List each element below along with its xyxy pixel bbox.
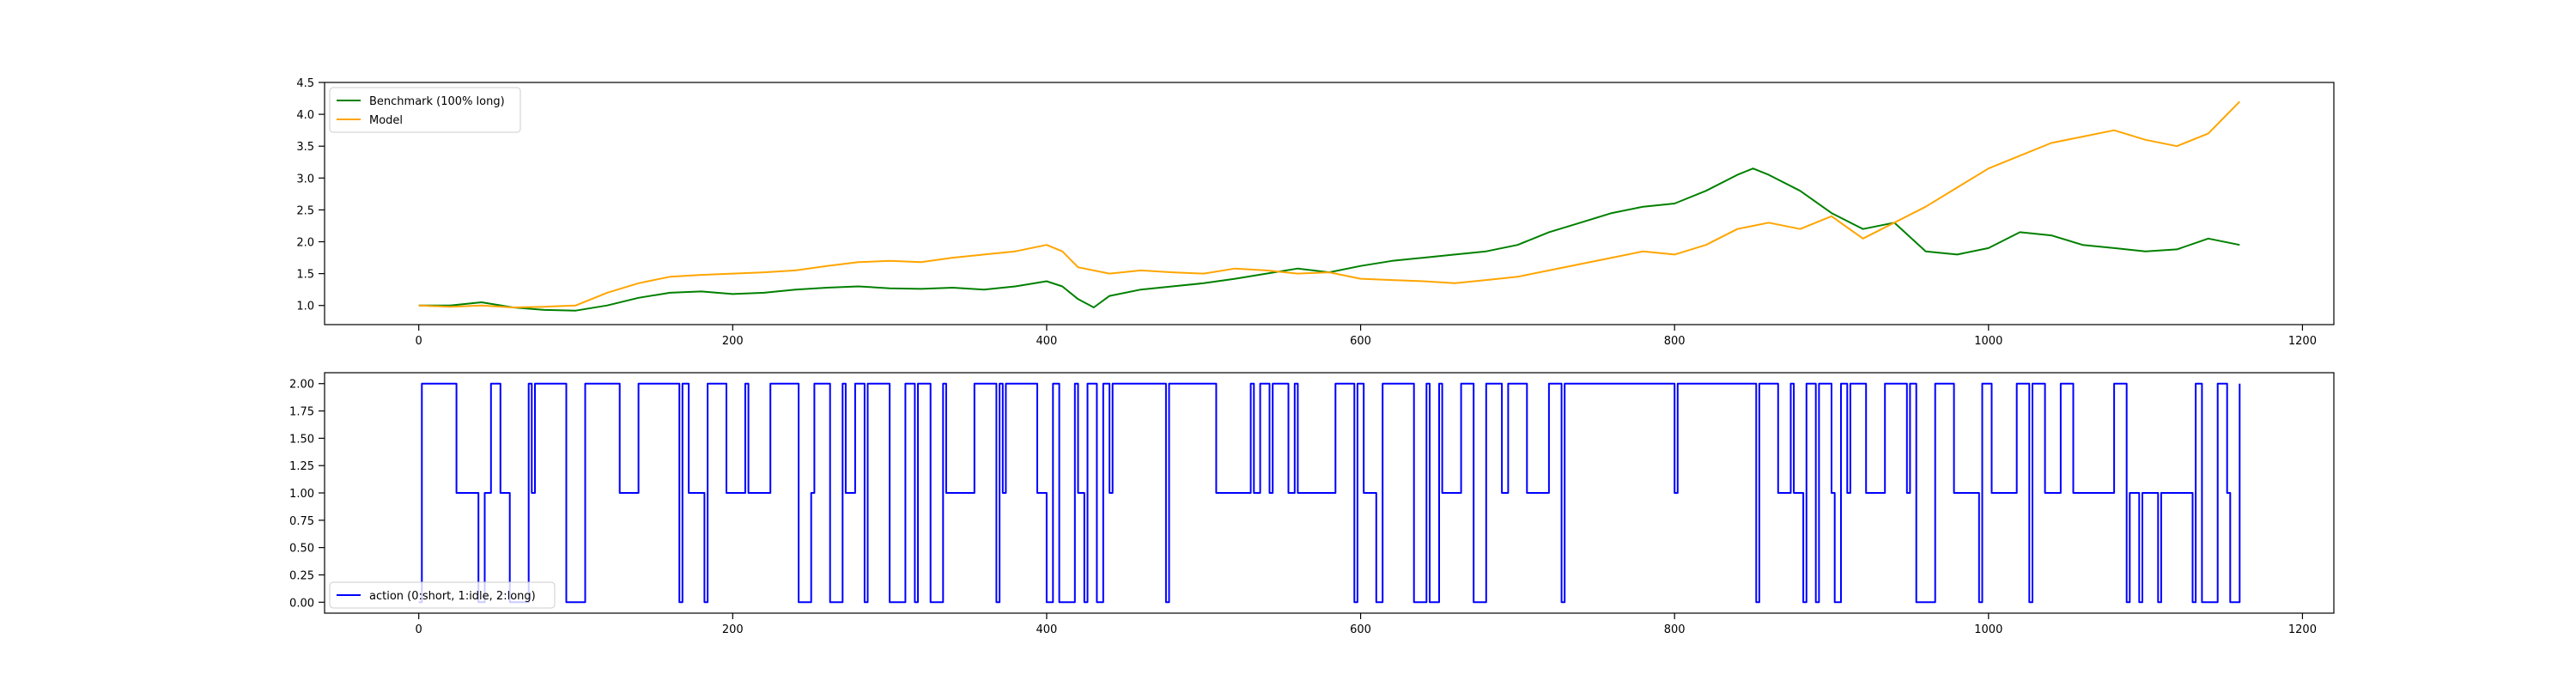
x-tick-label: 600 <box>1350 623 1371 636</box>
x-tick-label: 200 <box>722 623 744 636</box>
y-tick-label: 0.75 <box>289 515 314 528</box>
x-tick-label: 1200 <box>2288 335 2317 348</box>
y-tick-label: 2.00 <box>289 379 314 392</box>
y-tick-label: 2.0 <box>296 237 314 250</box>
x-tick-label: 400 <box>1036 335 1058 348</box>
x-tick-label: 200 <box>722 335 744 348</box>
x-tick-label: 0 <box>416 335 422 348</box>
x-tick-label: 1200 <box>2288 623 2317 636</box>
legend-label: action (0:short, 1:idle, 2:long) <box>369 590 536 603</box>
y-tick-label: 1.0 <box>296 301 314 313</box>
series-line-1 <box>418 100 2241 308</box>
x-tick-label: 400 <box>1036 623 1058 636</box>
y-tick-label: 2.5 <box>296 204 314 217</box>
legend <box>329 581 556 609</box>
y-tick-label: 1.00 <box>289 488 314 501</box>
y-tick-label: 0.25 <box>289 569 314 582</box>
y-tick-label: 0.00 <box>289 597 314 610</box>
y-tick-label: 3.0 <box>296 173 314 185</box>
legend <box>329 87 521 133</box>
y-tick-label: 4.0 <box>296 109 314 122</box>
x-tick-label: 1000 <box>1974 623 2002 636</box>
equity-curve-panel: 0 200 400 600 800 1000 1200 1.0 1.5 2.0 2.5 3.0 3.5 4… <box>296 77 2335 348</box>
series-line-0 <box>418 167 2240 312</box>
series-line-0 <box>418 382 2241 604</box>
y-tick-label: 4.5 <box>296 77 314 90</box>
x-tick-label: 0 <box>416 623 422 636</box>
y-tick-label: 0.50 <box>289 543 314 556</box>
axes-frame <box>324 82 2335 325</box>
legend-label: Model <box>369 114 403 127</box>
x-tick-label: 800 <box>1664 623 1686 636</box>
y-tick-label: 1.5 <box>296 269 314 282</box>
x-tick-label: 800 <box>1664 335 1686 348</box>
y-tick-label: 3.5 <box>296 141 314 154</box>
action-panel: 0 200 400 600 800 1000 1200 0.00 0.25 0.50 0.75 1.0… <box>289 372 2335 636</box>
y-tick-label: 1.75 <box>289 406 314 419</box>
legend-label: Benchmark (100% long) <box>369 95 505 108</box>
y-tick-label: 1.25 <box>289 460 314 473</box>
x-tick-label: 1000 <box>1974 335 2002 348</box>
y-tick-label: 1.50 <box>289 433 314 446</box>
x-tick-label: 600 <box>1350 335 1371 348</box>
